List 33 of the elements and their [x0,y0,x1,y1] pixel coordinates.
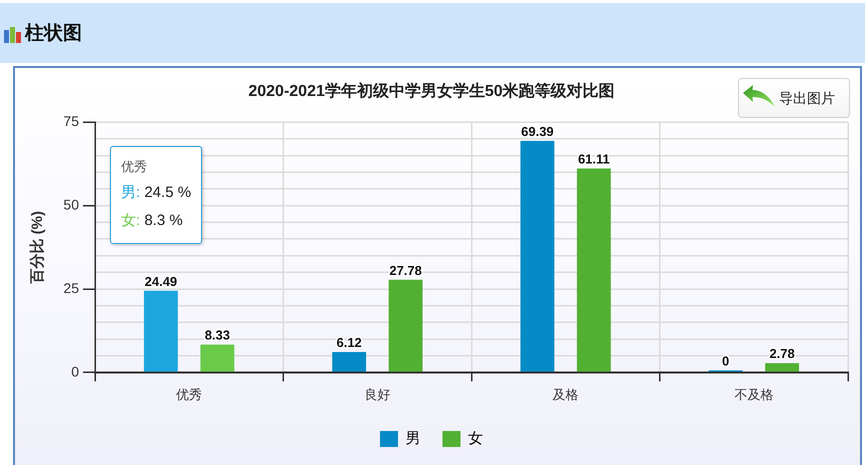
data-label: 6.12 [336,335,362,350]
data-label: 8.33 [204,328,230,343]
y-axis-title: 百分比 (%) [29,211,46,285]
x-tick-label: 优秀 [176,386,202,402]
data-label: 27.78 [389,262,422,278]
bar [200,344,234,372]
y-tick-label: 50 [63,196,80,212]
bar [765,363,800,372]
x-tick-label: 及格 [552,386,579,402]
bar [144,290,178,372]
data-label: 2.78 [769,346,795,362]
tooltip: 优秀 男: 24.5 % 女: 8.3 % [110,146,202,244]
bar [576,168,611,372]
data-label: 61.11 [578,152,610,167]
legend-label: 男 [406,430,420,448]
y-tick-label: 0 [71,363,80,380]
bar [520,140,554,372]
button: 导出图片 [738,78,850,118]
y-tick-label: 75 [63,113,80,130]
data-label: 0 [722,353,730,368]
x-tick-label: 良好 [364,386,390,402]
annotation: 男: 24.5 % [121,183,192,203]
data-label: 24.49 [144,274,178,289]
bar [388,280,423,372]
x-tick-label: 不及格 [734,386,774,402]
annotation: 女: 8.3 % [121,211,184,231]
bar [332,352,366,372]
legend-label: 女 [468,430,483,448]
annotation: 优秀 [121,158,148,176]
header: 柱状图 [0,3,865,63]
chart-title: 2020-2021学年初级中学男女学生50米跑等级对比图 [248,82,615,100]
data-label: 69.39 [521,124,554,139]
y-tick-label: 25 [63,280,80,296]
